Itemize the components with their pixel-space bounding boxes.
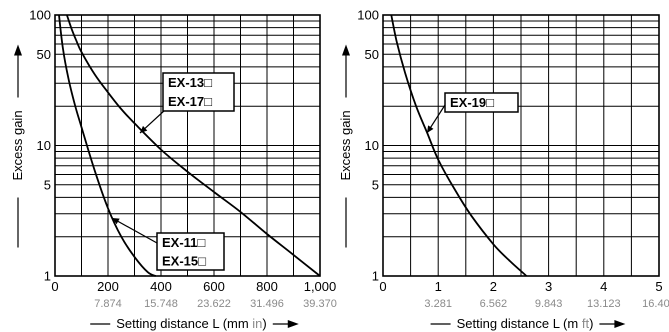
x-tick-label: 600	[203, 279, 225, 294]
chart-panel-1: 1 5 10 50 100 0 200 7.874 400 15.748 600 23.622 800 3…	[10, 8, 337, 332]
x-axis-label-close: )	[262, 316, 266, 331]
x-axis-label-unit: in	[252, 316, 262, 331]
x-axis-label-unit: ft	[582, 316, 590, 331]
y-tick-label: 5	[372, 177, 379, 192]
x-tick-label-secondary: 3.281	[424, 298, 452, 310]
series-label-pointer	[111, 217, 158, 244]
series-line-1	[66, 14, 321, 277]
series-label-box	[162, 72, 235, 112]
series-label-box	[156, 232, 225, 271]
x-tick-label: 800	[256, 279, 278, 294]
x-tick-label: 3	[545, 279, 552, 294]
series-label-text: EX-19□	[450, 95, 494, 110]
plot-frame	[382, 14, 660, 277]
y-tick-label: 1	[372, 269, 379, 284]
grid	[383, 15, 659, 276]
series-label-text: EX-15□	[162, 253, 206, 268]
series-label-arrow-icon	[112, 218, 120, 225]
x-axis-arrow-icon	[614, 320, 626, 328]
x-tick-label: 2	[490, 279, 497, 294]
x-tick-label: 0	[379, 279, 386, 294]
y-tick-label: 10	[37, 138, 51, 153]
x-tick-label: 4	[600, 279, 607, 294]
x-tick-label-secondary: 31.496	[250, 298, 284, 310]
y-tick-label: 10	[365, 138, 379, 153]
x-tick-label: 0	[51, 279, 58, 294]
x-tick-label: 200	[97, 279, 119, 294]
series-label-text: EX-17□	[168, 94, 212, 109]
series-label-arrow-icon	[427, 125, 434, 133]
y-axis-label: Excess gain	[338, 110, 353, 180]
x-axis-label-close: )	[589, 316, 593, 331]
y-axis-label: Excess gain	[10, 110, 25, 180]
x-tick-label-secondary: 6.562	[480, 298, 508, 310]
x-axis-arrow-icon	[287, 320, 299, 328]
x-axis-label: Setting distance L (m ft)	[457, 316, 594, 331]
x-tick-label: 5	[655, 279, 662, 294]
x-axis-label: Setting distance L (mm in)	[116, 316, 267, 331]
x-tick-label-secondary: 23.622	[197, 298, 231, 310]
x-tick-label-secondary: 15.748	[144, 298, 178, 310]
series-line-1	[390, 14, 528, 277]
y-axis-arrow-icon	[14, 44, 22, 56]
series-line-2	[58, 14, 157, 277]
y-tick-label: 5	[44, 177, 51, 192]
x-tick-label-secondary: 39.370	[303, 298, 337, 310]
x-tick-label: 1,000	[304, 279, 337, 294]
plot-frame	[54, 14, 321, 277]
x-tick-label: 1	[435, 279, 442, 294]
y-tick-label: 1	[44, 269, 51, 284]
series-label-text: EX-11□	[162, 235, 205, 250]
x-tick-label-secondary: 16.404	[642, 298, 669, 310]
y-tick-label: 50	[365, 47, 379, 62]
y-tick-label: 100	[29, 8, 51, 23]
series-label-text: EX-13□	[168, 75, 212, 90]
x-axis-label-main: Setting distance L (m	[457, 316, 582, 331]
y-axis-arrow-icon	[342, 44, 350, 56]
x-tick-label-secondary: 13.123	[587, 298, 621, 310]
x-tick-label: 400	[150, 279, 172, 294]
x-axis-label-main: Setting distance L (mm	[116, 316, 252, 331]
series-label-box	[444, 92, 519, 113]
x-tick-label-secondary: 9.843	[535, 298, 563, 310]
y-tick-label: 100	[357, 8, 379, 23]
x-tick-label-secondary: 7.874	[94, 298, 122, 310]
y-tick-label: 50	[37, 47, 51, 62]
series-label-arrow-icon	[140, 125, 148, 133]
